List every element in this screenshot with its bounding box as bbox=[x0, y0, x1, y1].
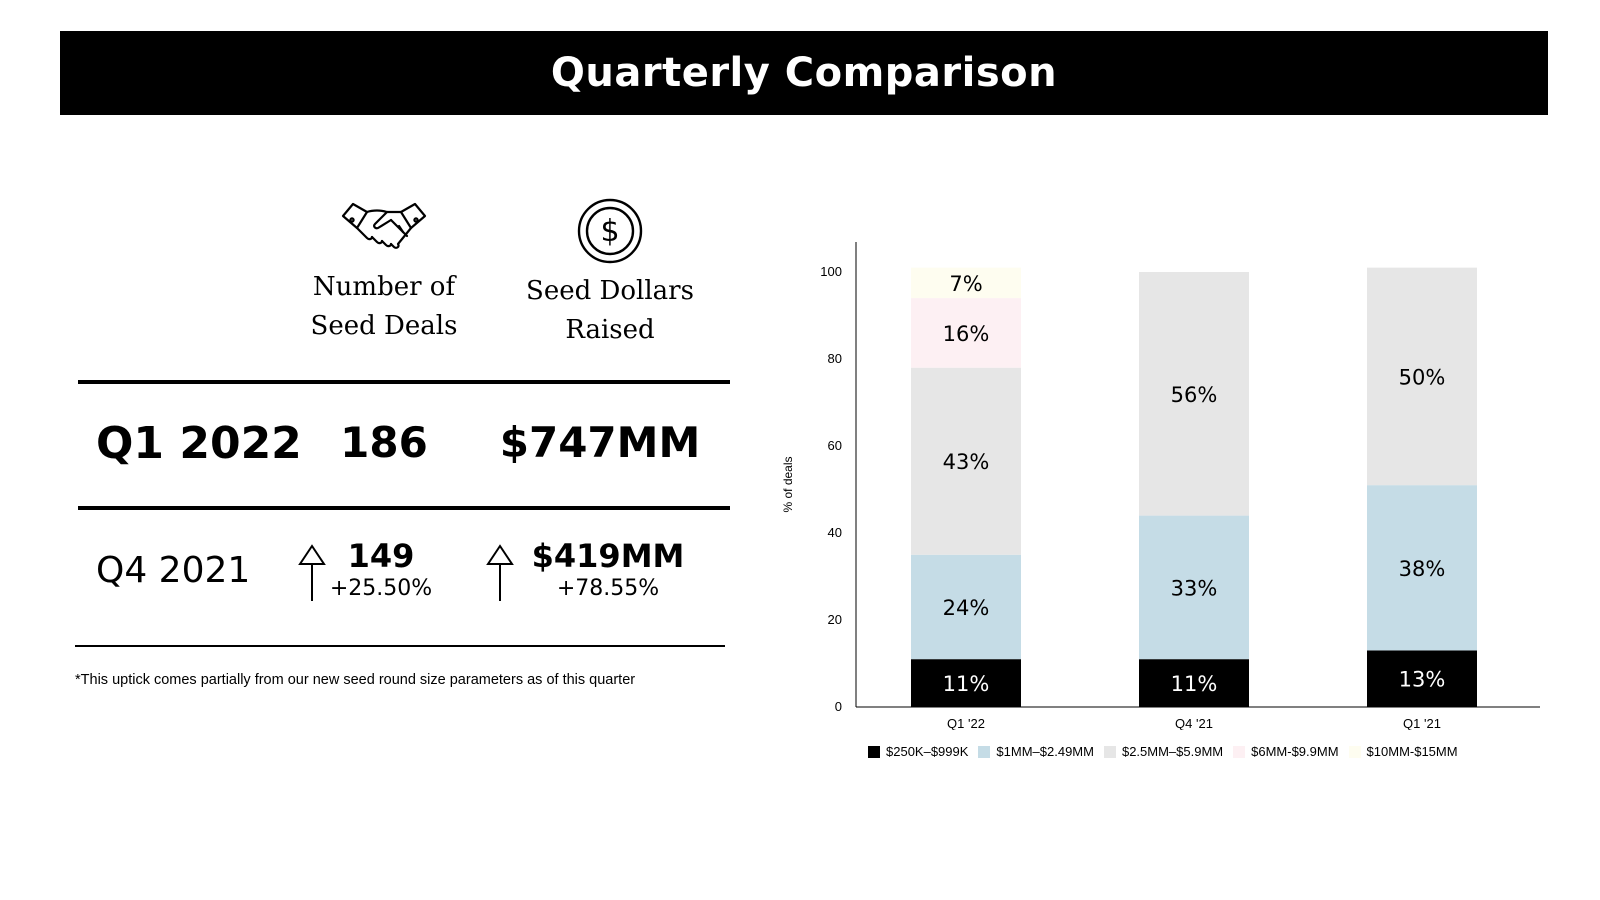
legend-item: $6MM-$9.9MM bbox=[1233, 744, 1339, 759]
previous-dollars-value: $419MM bbox=[531, 537, 685, 575]
legend-label: $10MM-$15MM bbox=[1366, 744, 1458, 759]
legend-swatch bbox=[1233, 745, 1246, 758]
bar-data-label: 33% bbox=[1171, 576, 1218, 600]
bar-segment bbox=[1139, 515, 1249, 660]
deals-column-label: Number of Seed Deals bbox=[274, 268, 494, 346]
deals-column-header: Number of Seed Deals bbox=[274, 198, 494, 346]
deals-label-line1: Number of bbox=[312, 272, 456, 302]
arrow-up-icon bbox=[298, 544, 326, 601]
bar-segment bbox=[911, 298, 1021, 368]
current-deals-value: 186 bbox=[340, 418, 428, 467]
bar-segment bbox=[911, 367, 1021, 555]
x-tick-label: Q1 '22 bbox=[947, 716, 985, 730]
bar-data-label: 24% bbox=[943, 596, 990, 620]
current-quarter-label: Q1 2022 bbox=[96, 418, 302, 469]
y-tick-label: 100 bbox=[820, 264, 842, 279]
bar-segment bbox=[1139, 272, 1249, 516]
bar-segment bbox=[911, 267, 1021, 299]
legend-swatch bbox=[1348, 745, 1361, 758]
bar-data-label: 43% bbox=[943, 450, 990, 474]
bar-data-label: 16% bbox=[943, 322, 990, 346]
chart-legend: $250K–$999K $1MM–$2.49MM $2.5MM–$5.9MM $6MM… bbox=[868, 744, 1468, 759]
bar-segment bbox=[1367, 485, 1477, 651]
legend-item: $1MM–$2.49MM bbox=[978, 744, 1094, 759]
bar-data-label: 13% bbox=[1399, 668, 1446, 692]
bar-segment bbox=[911, 554, 1021, 660]
legend-item: $10MM-$15MM bbox=[1348, 744, 1458, 759]
legend-label: $1MM–$2.49MM bbox=[996, 744, 1094, 759]
legend-label: $250K–$999K bbox=[886, 744, 969, 759]
dollar-coin-icon: $ bbox=[577, 198, 643, 264]
bar-data-label: 56% bbox=[1171, 383, 1218, 407]
title-banner: Quarterly Comparison bbox=[60, 31, 1548, 115]
bar-data-label: 11% bbox=[943, 672, 990, 696]
legend-swatch bbox=[1103, 745, 1116, 758]
legend-label: $6MM-$9.9MM bbox=[1251, 744, 1339, 759]
y-tick-label: 40 bbox=[828, 525, 842, 540]
deals-label-line2: Seed Deals bbox=[310, 311, 458, 341]
previous-deals-value: 149 bbox=[347, 537, 415, 575]
legend-label: $2.5MM–$5.9MM bbox=[1121, 744, 1224, 759]
bar-data-label: 38% bbox=[1399, 557, 1446, 581]
y-axis-label: % of deals bbox=[781, 456, 795, 512]
y-tick-label: 20 bbox=[828, 612, 842, 627]
x-tick-label: Q4 '21 bbox=[1175, 716, 1213, 730]
y-tick-label: 0 bbox=[835, 699, 842, 714]
bar-segment bbox=[1139, 659, 1249, 707]
dollars-column-label: Seed Dollars Raised bbox=[500, 272, 720, 350]
y-tick-label: 60 bbox=[828, 438, 842, 453]
page-title: Quarterly Comparison bbox=[550, 50, 1058, 96]
bar-segment bbox=[1367, 650, 1477, 707]
svg-text:$: $ bbox=[600, 214, 619, 249]
bar-segment bbox=[911, 659, 1021, 707]
footnote: *This uptick comes partially from our ne… bbox=[75, 672, 636, 688]
stacked-bar-chart: 0 20 40 60 80 100 % of deals 11% 24% 43% 16% 7% Q1 '… bbox=[781, 242, 1540, 730]
previous-quarter-label: Q4 2021 bbox=[96, 550, 251, 591]
previous-deals-change: +25.50% bbox=[329, 576, 433, 601]
arrow-up-icon bbox=[486, 544, 514, 601]
previous-dollars-change: +78.55% bbox=[556, 576, 660, 601]
previous-dollars-cell: $419MM +78.55% bbox=[508, 538, 708, 604]
bar-data-label: 50% bbox=[1399, 365, 1446, 389]
bar-data-label: 11% bbox=[1171, 672, 1218, 696]
divider-bottom bbox=[75, 645, 725, 647]
legend-item: $250K–$999K bbox=[868, 744, 968, 759]
legend-swatch bbox=[978, 745, 991, 758]
bar-segment bbox=[1367, 267, 1477, 486]
dollars-column-header: $ Seed Dollars Raised bbox=[500, 198, 720, 350]
previous-deals-cell: 149 +25.50% bbox=[281, 538, 481, 604]
legend-swatch bbox=[868, 745, 880, 758]
x-tick-label: Q1 '21 bbox=[1403, 716, 1441, 730]
divider-top bbox=[78, 380, 730, 384]
current-dollars-value: $747MM bbox=[499, 418, 701, 467]
legend-item: $2.5MM–$5.9MM bbox=[1103, 744, 1224, 759]
handshake-icon bbox=[341, 202, 427, 249]
y-tick-label: 80 bbox=[828, 351, 842, 366]
divider-middle bbox=[78, 506, 730, 510]
bar-data-label: 7% bbox=[949, 272, 982, 296]
dollars-label-line2: Raised bbox=[565, 315, 655, 345]
dollars-label-line1: Seed Dollars bbox=[526, 276, 694, 306]
